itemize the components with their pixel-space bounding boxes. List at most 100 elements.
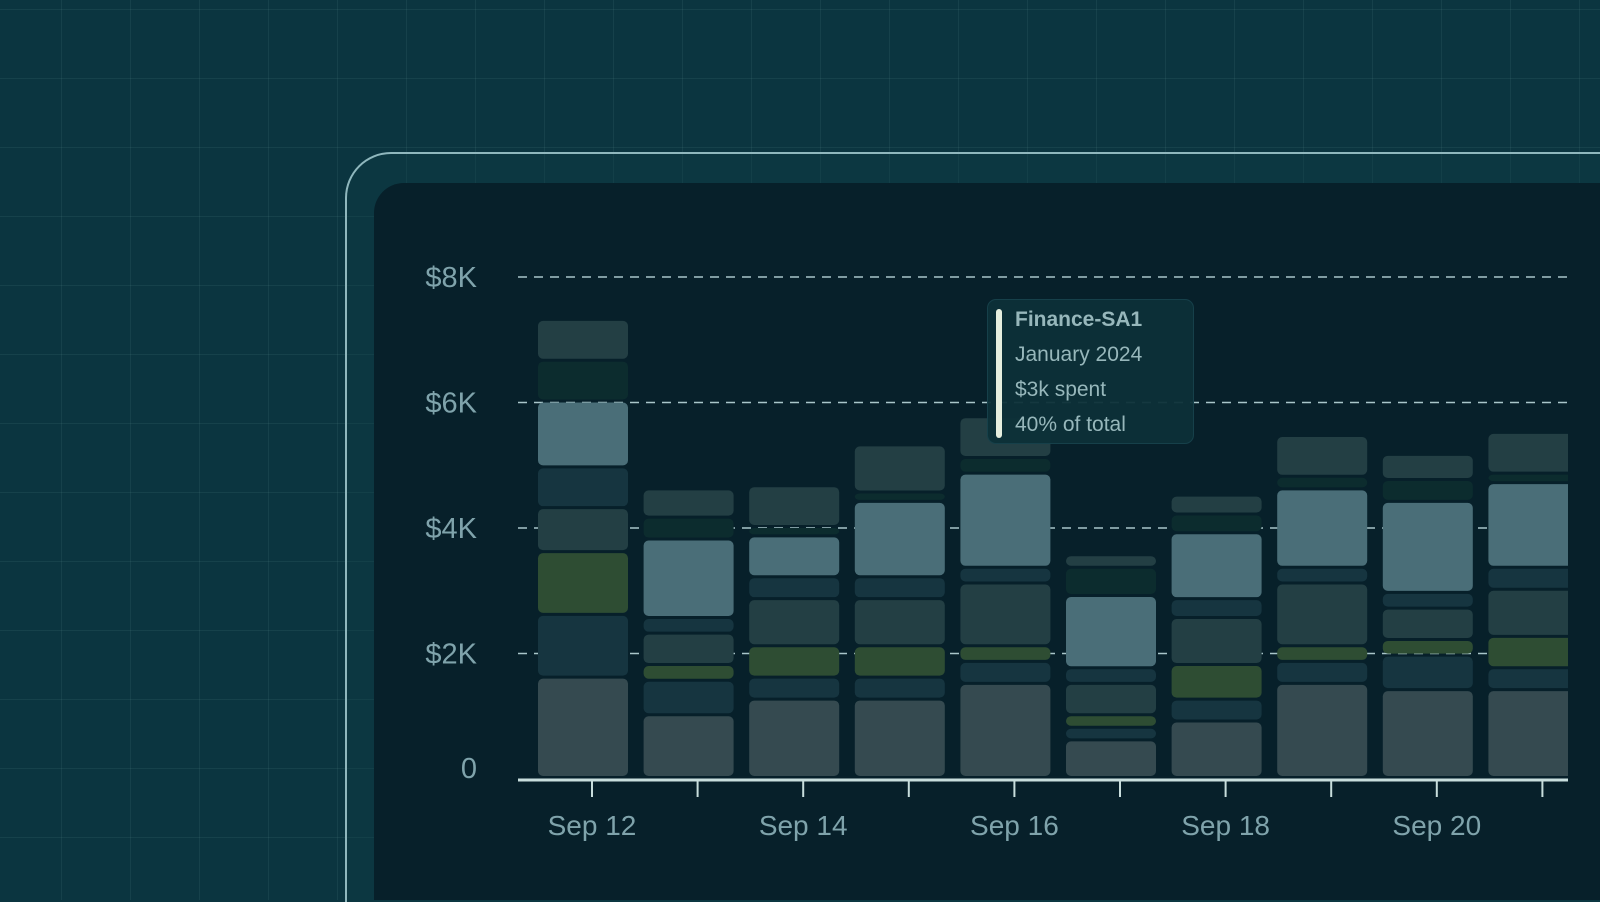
bar-segment (1382, 455, 1473, 478)
bar-segment (1277, 662, 1368, 682)
bar-segment (749, 578, 840, 598)
bar-segment (538, 402, 628, 466)
bar-segment (1066, 741, 1156, 776)
y-tick-label: 0 (461, 753, 477, 785)
bar-segment (1171, 600, 1262, 616)
bar-segment (1488, 474, 1568, 482)
bar-segment (1488, 637, 1568, 667)
bar-segment (538, 553, 628, 613)
bar-segment (643, 518, 734, 538)
bar-segment (1277, 477, 1368, 488)
bar-segment (1488, 691, 1568, 776)
bar-segment (1382, 502, 1473, 591)
bar-segment (854, 446, 945, 491)
bar-segment (749, 600, 840, 645)
bar-segment (854, 502, 945, 576)
bar-segment (1277, 568, 1368, 582)
x-tick-label: Sep 14 (759, 810, 848, 841)
tooltip-share: 40% of total (1015, 413, 1126, 436)
bar-segment (1171, 496, 1262, 513)
x-tick-label: Sep 12 (548, 810, 637, 841)
bar-segment (1171, 722, 1262, 776)
bar-segment (643, 666, 734, 679)
tooltip: Finance-SA1 January 2024 $3k spent 40% o… (987, 299, 1194, 444)
tooltip-accent-bar (996, 309, 1002, 438)
bar-segment (1382, 640, 1473, 654)
bar-segment (960, 684, 1051, 776)
bar-segment (1066, 669, 1156, 682)
bar-segment (1171, 666, 1262, 698)
bar-segment (1277, 437, 1368, 475)
y-tick-label: $8K (425, 262, 477, 294)
bar-segment (1488, 484, 1568, 566)
bar-segment (1382, 593, 1473, 607)
x-axis (518, 778, 1568, 797)
bar-segment (960, 584, 1051, 645)
tooltip-title: Finance-SA1 (1015, 308, 1143, 331)
bar-segment (643, 634, 734, 664)
bar-segment (1171, 618, 1262, 664)
bar-segment (1066, 728, 1156, 739)
bar-segment (1488, 669, 1568, 689)
bar-segment (749, 528, 840, 535)
bar-segment (1066, 556, 1156, 566)
bar-segment (749, 647, 840, 676)
bar-segment (1066, 568, 1156, 595)
bar-segment (538, 468, 628, 507)
bar-segment (749, 537, 840, 576)
bar-segment (854, 578, 945, 598)
bar-segment (854, 700, 945, 776)
bar-segment (1066, 597, 1156, 667)
bar-segment (1382, 691, 1473, 776)
tooltip-amount: $3k spent (1015, 378, 1107, 401)
x-axis-labels: Sep 12 Sep 14 Sep 16 Sep 18 Sep 20 (548, 810, 1482, 841)
bar-segment (1382, 480, 1473, 500)
bar-segment (538, 320, 628, 359)
x-tick-label: Sep 20 (1392, 810, 1481, 841)
bar-segment (749, 700, 840, 776)
bar-segment (538, 615, 628, 676)
bar-segment (1488, 568, 1568, 588)
bar-segment (1382, 609, 1473, 638)
y-axis-labels: 0 $2K $4K $6K $8K (425, 262, 477, 785)
bar-segment (538, 509, 628, 551)
bar-segment (1488, 433, 1568, 472)
bar-segment (1171, 534, 1262, 598)
bar-segment (1277, 584, 1368, 645)
bar-segment (1066, 684, 1156, 714)
bar-segment (1488, 590, 1568, 635)
bar-segment (854, 647, 945, 676)
bar-segment (1171, 700, 1262, 720)
bar-segment (643, 490, 734, 516)
bar-segment (960, 458, 1051, 472)
bar-segment (643, 618, 734, 632)
bars (538, 320, 1568, 776)
bar-segment (538, 361, 628, 400)
bar-segment (1277, 647, 1368, 660)
bar-segment (643, 540, 734, 616)
bar-segment (1171, 515, 1262, 532)
bar-segment (643, 681, 734, 714)
y-tick-label: $6K (425, 388, 477, 420)
bar-segment (643, 716, 734, 776)
tooltip-period: January 2024 (1015, 343, 1143, 366)
bar-segment (749, 678, 840, 698)
bar-segment (960, 662, 1051, 682)
bar-segment (1066, 716, 1156, 726)
bar-segment (854, 600, 945, 645)
y-tick-label: $4K (425, 513, 477, 545)
y-tick-label: $2K (425, 639, 477, 671)
bar-segment (960, 647, 1051, 660)
bar-segment (960, 568, 1051, 582)
bar-segment (854, 678, 945, 698)
bar-segment (1277, 684, 1368, 776)
x-tick-label: Sep 16 (970, 810, 1059, 841)
bar-segment (538, 678, 628, 776)
bar-segment (854, 493, 945, 500)
bar-segment (1277, 490, 1368, 566)
bar-segment (749, 487, 840, 525)
bar-segment (960, 474, 1051, 566)
x-tick-label: Sep 18 (1181, 810, 1270, 841)
bar-segment (1382, 656, 1473, 689)
